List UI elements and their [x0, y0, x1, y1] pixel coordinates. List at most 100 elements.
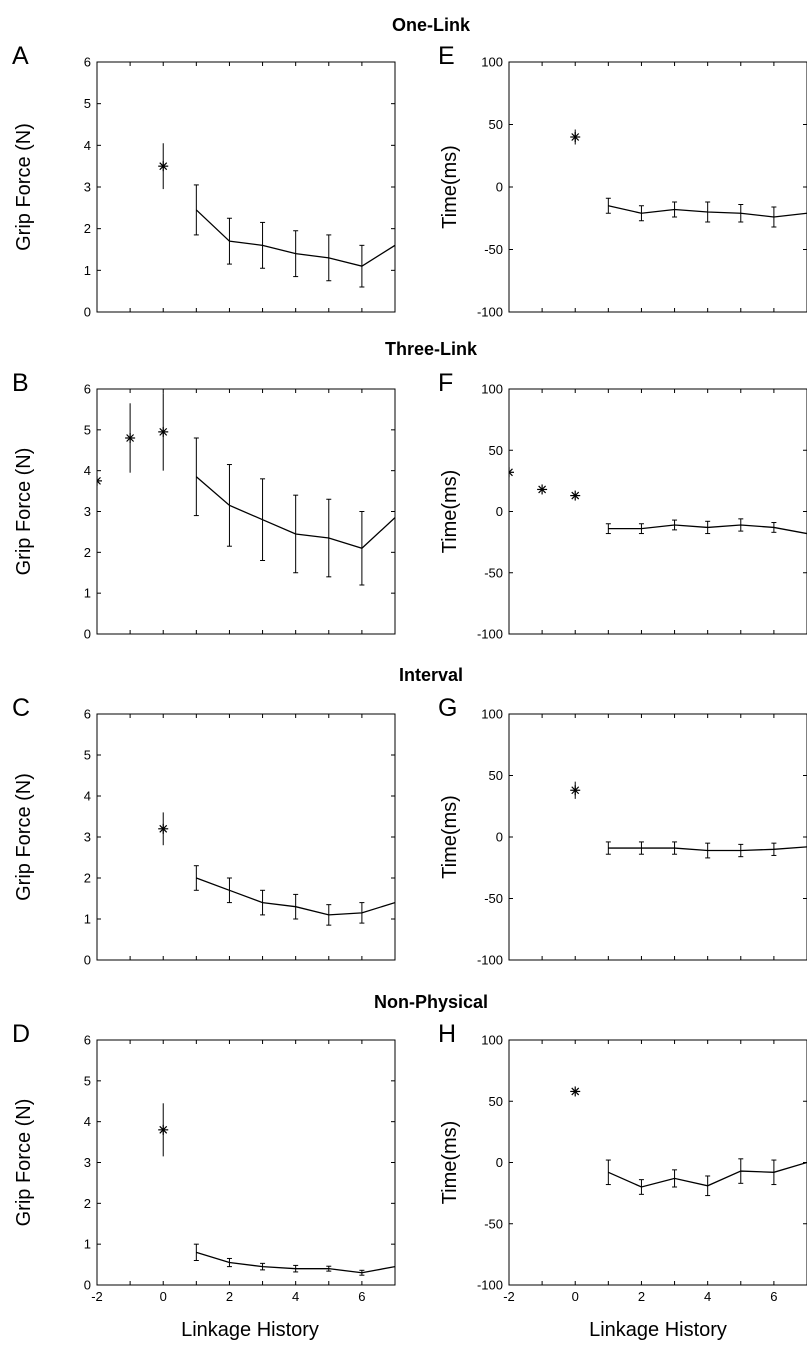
y-tick-label-h: 100: [481, 1033, 503, 1048]
row-title-non-physical: Non-Physical: [374, 992, 488, 1012]
data-group-a: [158, 143, 395, 288]
y-tick-label-c: 0: [84, 953, 91, 968]
y-tick-label-f: 100: [481, 382, 503, 397]
y-tick-label-a: 0: [84, 305, 91, 320]
star-stroke: [509, 471, 513, 477]
x-tick-label-h: 6: [770, 1289, 777, 1304]
y-tick-label-a: 1: [84, 263, 91, 278]
plot-frame-h: [508, 1039, 807, 1286]
y-tick-label-a: 3: [84, 180, 91, 195]
star-stroke: [159, 1125, 168, 1134]
data-group-b: [97, 393, 395, 586]
y-tick-label-d: 3: [84, 1155, 91, 1170]
star-stroke: [538, 485, 547, 494]
y-axis-label-c: Grip Force (N): [13, 773, 35, 901]
y-tick-label-f: -50: [484, 565, 503, 580]
y-tick-label-a: 6: [84, 55, 91, 70]
y-tick-label-g: 50: [489, 768, 503, 783]
x-tick-label-d: 0: [160, 1289, 167, 1304]
plot-frame-f: [508, 388, 807, 635]
y-tick-label-c: 3: [84, 830, 91, 845]
y-tick-label-h: 0: [496, 1155, 503, 1170]
x-tick-label-d: 4: [292, 1289, 299, 1304]
y-tick-label-h: 50: [489, 1094, 503, 1109]
y-tick-label-b: 3: [84, 504, 91, 519]
y-tick-label-d: 2: [84, 1196, 91, 1211]
star-marker-b: [97, 475, 102, 486]
x-axis-label-d: Linkage History: [181, 1319, 319, 1341]
y-axis-label-g: Time(ms): [439, 795, 461, 879]
y-tick-label-d: 6: [84, 1033, 91, 1048]
y-tick-label-g: 0: [496, 830, 503, 845]
y-tick-label-e: 100: [481, 55, 503, 70]
y-tick-label-c: 6: [84, 707, 91, 722]
x-tick-label-d: 2: [226, 1289, 233, 1304]
star-stroke: [159, 427, 168, 436]
y-tick-label-a: 2: [84, 221, 91, 236]
plot-frame-c: [96, 713, 396, 961]
star-stroke: [159, 162, 168, 171]
star-marker-b: [125, 433, 136, 443]
star-marker-a: [158, 161, 169, 172]
y-tick-label-b: 1: [84, 586, 91, 601]
y-tick-label-d: 0: [84, 1278, 91, 1293]
x-axis-label-h: Linkage History: [589, 1319, 727, 1341]
star-stroke: [571, 786, 580, 795]
y-tick-label-d: 4: [84, 1114, 91, 1129]
panel-c: C Grip Force (N) 0 1 2 3 4 5 6: [12, 694, 396, 968]
star-stroke: [97, 480, 101, 485]
panel-letter-b: B: [12, 369, 29, 397]
panel-e: E Time(ms) -100 -50 0 50 100: [438, 42, 807, 320]
plot-frame-d: [96, 1039, 396, 1286]
plot-frame-g: [508, 713, 807, 961]
data-group-f: [509, 467, 807, 535]
panel-letter-e: E: [438, 42, 455, 70]
star-marker-f: [570, 490, 581, 501]
y-axis-label-a: Grip Force (N): [13, 123, 35, 251]
panel-letter-a: A: [12, 42, 29, 70]
panel-letter-d: D: [12, 1020, 30, 1048]
row-title-three-link: Three-Link: [385, 339, 478, 359]
y-axis-label-b: Grip Force (N): [13, 448, 35, 576]
y-tick-label-b: 2: [84, 545, 91, 560]
data-group-e: [570, 129, 807, 228]
star-stroke: [126, 434, 135, 442]
y-tick-label-d: 1: [84, 1237, 91, 1252]
panel-a: A Grip Force (N) 0 1 2 3 4 5 6: [12, 42, 396, 320]
panel-h: H Time(ms) -100 -50 0 50 100 -2 0 2 4 6 Linkage Hist…: [438, 1020, 807, 1341]
y-tick-label-h: -50: [484, 1216, 503, 1231]
x-tick-label-d: 6: [358, 1289, 365, 1304]
x-tick-label-d: -2: [91, 1289, 103, 1304]
y-tick-label-c: 4: [84, 789, 91, 804]
y-tick-label-e: -100: [477, 305, 503, 320]
y-tick-label-g: 100: [481, 707, 503, 722]
x-tick-label-h: 0: [572, 1289, 579, 1304]
y-tick-label-h: -100: [477, 1278, 503, 1293]
star-stroke: [509, 468, 513, 474]
y-tick-label-g: -100: [477, 953, 503, 968]
panel-g: G Time(ms) -100 -50 0 50 100: [438, 694, 807, 968]
data-group-d: [158, 1103, 395, 1276]
y-axis-label-e: Time(ms): [439, 145, 461, 229]
x-tick-label-h: 4: [704, 1289, 711, 1304]
row-title-one-link: One-Link: [392, 15, 471, 35]
star-marker-d: [158, 1124, 169, 1135]
y-tick-label-c: 5: [84, 748, 91, 763]
star-marker-g: [570, 785, 581, 796]
star-stroke: [159, 824, 168, 833]
star-marker-f: [537, 484, 548, 495]
y-tick-label-f: -100: [477, 627, 503, 642]
x-tick-label-h: 2: [638, 1289, 645, 1304]
star-marker-c: [158, 823, 169, 834]
data-group-c: [158, 812, 395, 926]
y-tick-label-e: -50: [484, 242, 503, 257]
plot-frame-b: [96, 388, 396, 635]
y-axis-label-h: Time(ms): [439, 1121, 461, 1205]
star-stroke: [97, 476, 101, 482]
y-tick-label-a: 5: [84, 96, 91, 111]
y-tick-label-a: 4: [84, 138, 91, 153]
data-group-g: [570, 781, 807, 859]
panel-f: F Time(ms) -100 -50 0 50 100: [438, 369, 807, 642]
y-tick-label-b: 5: [84, 422, 91, 437]
